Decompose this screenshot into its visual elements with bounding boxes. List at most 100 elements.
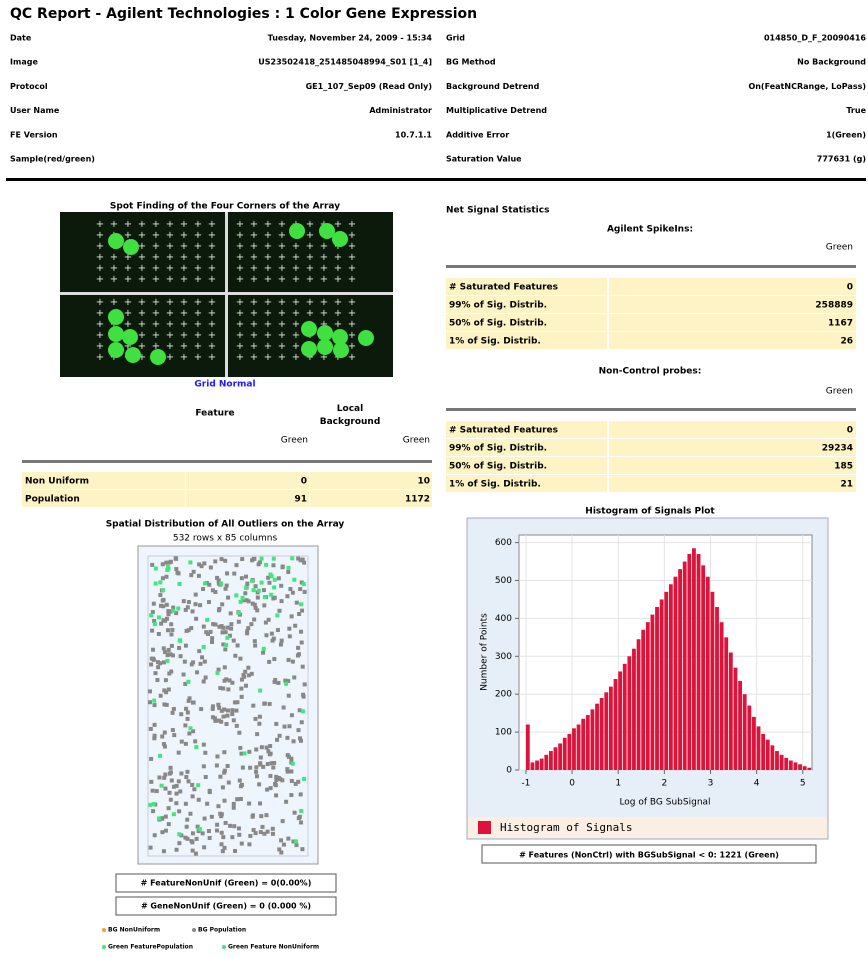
outlier-dot	[233, 849, 237, 853]
outlier-dot	[272, 557, 276, 561]
histogram-bar	[715, 607, 719, 770]
grid-cross: +	[96, 252, 104, 263]
outlier-dot	[275, 613, 279, 617]
histogram-bar	[803, 766, 807, 770]
grid-cross: +	[194, 308, 202, 319]
histogram-bar	[706, 577, 710, 770]
histogram-bar	[641, 630, 645, 770]
grid-cross: +	[236, 252, 244, 263]
histogram-bar	[775, 751, 779, 770]
grid-cross: +	[152, 308, 160, 319]
x-tick-label: 2	[661, 779, 667, 789]
grid-cross: +	[96, 297, 104, 308]
outlier-dot	[302, 695, 306, 699]
cell-value: 26	[840, 337, 853, 347]
histogram-bar	[734, 668, 738, 770]
outlier-dot	[300, 847, 304, 851]
outlier-dot	[149, 727, 153, 731]
grid-cross: +	[236, 241, 244, 252]
grid-cross: +	[264, 230, 272, 241]
grid-cross: +	[194, 219, 202, 230]
outlier-dot	[165, 603, 169, 607]
histogram-bar	[531, 762, 535, 770]
outlier-dot	[230, 835, 234, 839]
outlier-dot	[182, 672, 186, 676]
outlier-dot	[244, 575, 248, 579]
grid-cross: +	[236, 274, 244, 285]
outlier-dot	[302, 582, 306, 586]
outlier-dot	[286, 837, 290, 841]
histogram-bar	[669, 584, 673, 770]
outlier-dot	[210, 636, 214, 640]
y-tick-label: 400	[495, 614, 512, 624]
info-label: Multiplicative Detrend	[446, 106, 547, 115]
grid-cross: +	[264, 274, 272, 285]
grid-cross: +	[166, 241, 174, 252]
grid-cross: +	[124, 297, 132, 308]
outlier-dot	[255, 774, 259, 778]
grid-cross: +	[124, 219, 132, 230]
outlier-dot	[163, 787, 167, 791]
grid-cross: +	[348, 219, 356, 230]
outlier-dot	[234, 709, 238, 713]
outlier-dot	[224, 587, 228, 591]
outlier-dot	[287, 658, 291, 662]
histogram-bar	[535, 761, 539, 770]
report-title: QC Report - Agilent Technologies : 1 Col…	[10, 6, 477, 22]
grid-cross: +	[208, 230, 216, 241]
outlier-dot	[162, 742, 166, 746]
outlier-dot	[227, 781, 231, 785]
grid-cross: +	[250, 252, 258, 263]
channel-label: Green	[403, 436, 430, 446]
grid-cross: +	[334, 308, 342, 319]
grid-cross: +	[264, 308, 272, 319]
outlier-dot	[196, 783, 200, 787]
outlier-dot	[255, 732, 259, 736]
outlier-dot	[155, 789, 159, 793]
row-label: Population	[25, 495, 80, 505]
outlier-dot	[151, 648, 155, 652]
outlier-dot	[194, 617, 198, 621]
histogram-bar	[604, 692, 608, 770]
grid-cross: +	[208, 252, 216, 263]
bright-spot	[108, 342, 124, 358]
outlier-dot	[185, 629, 189, 633]
legend-label: Green FeaturePopulation	[108, 944, 193, 951]
grid-cross: +	[110, 297, 118, 308]
outlier-dot	[279, 838, 283, 842]
grid-cross: +	[152, 330, 160, 341]
outlier-dot	[169, 770, 173, 774]
histogram-bar	[784, 758, 788, 770]
grid-cross: +	[264, 352, 272, 363]
outlier-dot	[262, 588, 266, 592]
legend-dot	[222, 945, 226, 949]
grid-cross: +	[236, 352, 244, 363]
grid-cross: +	[166, 230, 174, 241]
info-label: Image	[10, 58, 38, 67]
outlier-dot	[162, 688, 166, 692]
histogram-bar	[752, 717, 756, 770]
subsection-title: Non-Control probes:	[599, 367, 702, 377]
outlier-dot	[230, 712, 234, 716]
outlier-dot	[292, 739, 296, 743]
histogram-bar	[614, 679, 618, 770]
grid-cross: +	[250, 274, 258, 285]
outlier-dot	[183, 723, 187, 727]
outlier-dot	[162, 849, 166, 853]
outlier-dot	[168, 652, 172, 656]
outlier-dot	[278, 734, 282, 738]
outlier-dot	[293, 811, 297, 815]
outlier-dot	[220, 842, 224, 846]
outlier-dot	[241, 596, 245, 600]
outlier-dot	[265, 746, 269, 750]
cell-value: 10	[417, 477, 430, 487]
outlier-dot	[243, 591, 247, 595]
outlier-dot	[278, 777, 282, 781]
outlier-dot	[149, 846, 153, 850]
outlier-dot	[281, 819, 285, 823]
histogram-bar	[637, 639, 641, 770]
outlier-dot	[164, 561, 168, 565]
outlier-dot	[276, 628, 280, 632]
grid-cross: +	[208, 352, 216, 363]
outlier-dot	[186, 717, 190, 721]
